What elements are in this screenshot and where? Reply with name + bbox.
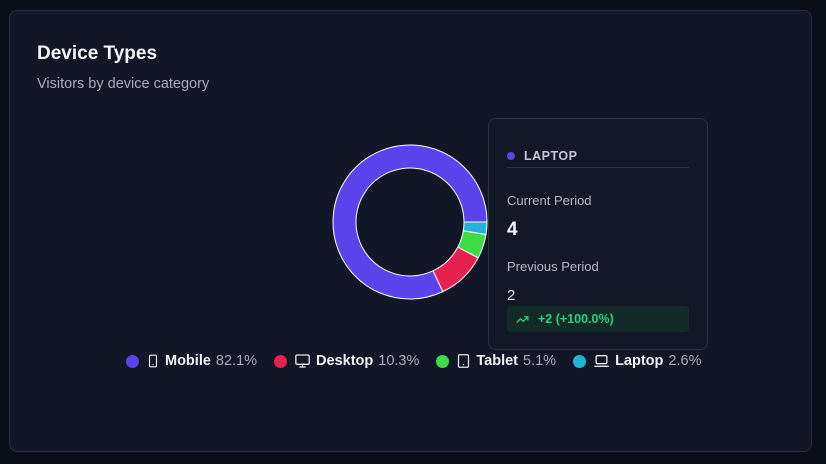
legend-item-desktop[interactable]: Desktop 10.3% (274, 353, 419, 369)
tooltip-current-value: 4 (507, 219, 518, 240)
chart-legend: Mobile 82.1% Desktop 10.3% Tablet 5.1% L… (126, 353, 718, 369)
smartphone-icon (146, 353, 160, 369)
legend-name: Tablet (476, 353, 519, 369)
legend-item-laptop[interactable]: Laptop 2.6% (573, 353, 701, 369)
legend-item-mobile[interactable]: Mobile 82.1% (126, 353, 257, 369)
legend-dot (126, 354, 139, 368)
donut-chart (332, 144, 488, 300)
legend-percent: 82.1% (215, 353, 258, 369)
monitor-icon (294, 353, 311, 369)
card-subtitle: Visitors by device category (37, 76, 210, 92)
donut-slice-mobile[interactable] (332, 144, 488, 300)
tooltip-change-text: +2 (+100.0%) (538, 312, 614, 326)
device-types-card: Device Types Visitors by device category… (9, 10, 812, 452)
chart-tooltip: LAPTOP Current Period 4 Previous Period … (488, 118, 708, 350)
tablet-icon (456, 353, 471, 369)
tooltip-divider (507, 167, 689, 168)
card-title: Device Types (37, 43, 158, 64)
tooltip-current-label: Current Period (507, 193, 592, 208)
laptop-icon (593, 353, 610, 369)
tooltip-color-dot (507, 152, 515, 160)
legend-percent: 5.1% (523, 353, 557, 369)
donut-slice-laptop[interactable] (462, 221, 488, 236)
legend-name: Laptop (615, 353, 664, 369)
tooltip-series-name: LAPTOP (524, 149, 578, 163)
tooltip-header: LAPTOP (507, 149, 577, 163)
tooltip-change-badge: +2 (+100.0%) (507, 306, 689, 332)
legend-dot (436, 354, 450, 368)
legend-percent: 10.3% (378, 353, 420, 369)
legend-item-tablet[interactable]: Tablet 5.1% (436, 353, 556, 369)
trending-up-icon (516, 315, 529, 323)
tooltip-previous-value: 2 (507, 287, 516, 304)
tooltip-previous-label: Previous Period (507, 259, 599, 274)
legend-name: Mobile (165, 353, 211, 369)
legend-percent: 2.6% (668, 353, 702, 369)
legend-dot (274, 354, 288, 368)
legend-dot (573, 354, 587, 368)
legend-name: Desktop (316, 353, 374, 369)
